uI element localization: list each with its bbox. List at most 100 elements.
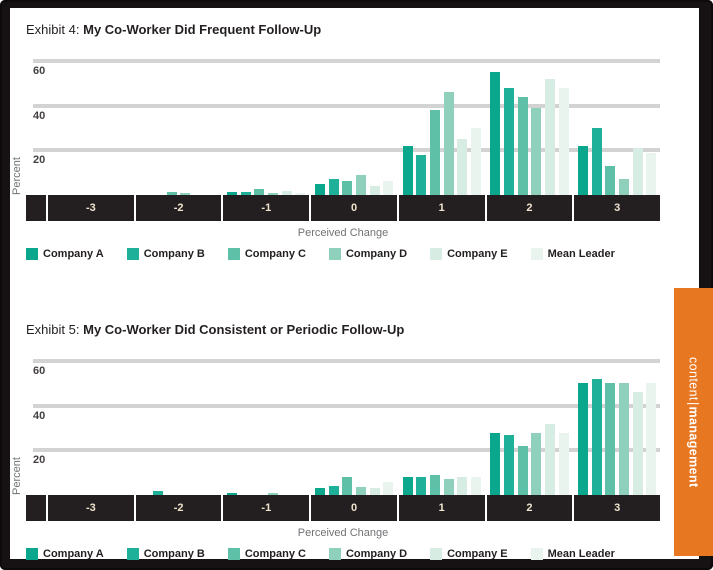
axis-stub	[26, 195, 46, 221]
x-tick--3: -3	[48, 195, 134, 221]
bar	[240, 191, 251, 195]
legend-item: Company B	[126, 248, 205, 260]
bar	[328, 179, 339, 195]
bar	[355, 174, 366, 195]
bar	[402, 477, 413, 495]
legend-label: Company E	[447, 548, 508, 560]
legend-label: Company E	[447, 248, 508, 260]
bar	[558, 432, 569, 495]
bar	[268, 492, 279, 495]
legend-label: Mean Leader	[547, 248, 615, 260]
bar-group-1	[399, 50, 485, 195]
bar	[490, 432, 501, 495]
legend-swatch	[328, 548, 341, 560]
bar-group--1	[223, 50, 309, 195]
bar	[402, 145, 413, 195]
bar	[605, 383, 616, 495]
legend-item: Mean Leader	[530, 248, 615, 260]
bar-group-3	[574, 350, 660, 495]
legend-swatch	[430, 548, 443, 560]
y-tick-40: 40	[33, 409, 46, 422]
bar-group--1	[223, 350, 309, 495]
legend-swatch	[227, 548, 240, 560]
bar	[369, 186, 380, 195]
bar	[281, 190, 292, 195]
bar	[227, 191, 238, 195]
bars	[26, 50, 660, 195]
exhibit-label: Exhibit 4:	[26, 22, 80, 37]
x-tick-1: 1	[398, 195, 485, 221]
exhibit-title-text: My Co-Worker Did Frequent Follow-Up	[83, 22, 322, 37]
x-tick-0: 0	[311, 195, 397, 221]
bar-group-1	[399, 350, 485, 495]
bar	[416, 477, 427, 495]
bar	[383, 180, 394, 195]
bar	[227, 492, 238, 495]
bar	[295, 192, 306, 195]
legend-swatch	[530, 548, 543, 560]
legend-label: Company A	[43, 548, 104, 560]
gridline-20	[33, 448, 660, 453]
bar	[577, 145, 588, 195]
legend-item: Company D	[328, 248, 407, 260]
x-tick--2: -2	[135, 495, 222, 521]
exhibit-5-title: Exhibit 5: My Co-Worker Did Consistent o…	[26, 322, 660, 337]
y-tick-60: 60	[33, 365, 46, 378]
bar	[342, 180, 353, 195]
bar	[577, 383, 588, 495]
bar	[544, 79, 555, 195]
bar	[457, 477, 468, 495]
x-tick-0: 0	[311, 495, 397, 521]
gridline-60	[33, 59, 660, 64]
exhibit-4-chart: Exhibit 4: My Co-Worker Did Frequent Fol…	[11, 22, 661, 260]
bar-group--3	[48, 50, 134, 195]
bar	[342, 477, 353, 495]
bar	[646, 383, 657, 495]
bar	[416, 154, 427, 195]
bar	[429, 110, 440, 195]
legend-label: Mean Leader	[547, 548, 615, 560]
axis-stub	[26, 495, 46, 521]
legend-item: Company C	[227, 248, 306, 260]
legend-label: Company B	[143, 248, 205, 260]
bar	[355, 487, 366, 495]
legend-swatch	[126, 548, 139, 560]
side-tab-text: content|management	[686, 356, 701, 488]
legend-label: Company C	[244, 248, 306, 260]
x-tick-1: 1	[398, 495, 485, 521]
report-page: Exhibit 4: My Co-Worker Did Frequent Fol…	[10, 8, 699, 560]
legend-swatch	[530, 248, 543, 260]
x-tick--1: -1	[223, 195, 310, 221]
plot-area: 20 40 60 Percent	[11, 350, 660, 495]
legend-label: Company C	[244, 548, 306, 560]
x-tick-2: 2	[486, 195, 573, 221]
bar	[503, 434, 514, 495]
bar	[328, 486, 339, 495]
bar-group--3	[48, 350, 134, 495]
bar	[369, 488, 380, 495]
legend-swatch	[430, 248, 443, 260]
y-axis-label: Percent	[11, 457, 23, 495]
bar	[503, 87, 514, 195]
legend-item: Company A	[26, 248, 104, 260]
legend-label: Company D	[345, 548, 408, 560]
bar-group--2	[136, 350, 222, 495]
bar	[517, 96, 528, 195]
legend-swatch	[126, 248, 139, 260]
x-axis: -3 -2 -1 0 1 2 3	[26, 195, 661, 221]
bar	[544, 423, 555, 495]
x-tick--3: -3	[48, 495, 134, 521]
bar	[254, 189, 265, 195]
bar	[558, 87, 569, 195]
bar	[443, 479, 454, 495]
side-tab-content-management: content|management	[674, 288, 713, 556]
bar	[314, 183, 325, 195]
bar	[490, 72, 501, 195]
bar-group-2	[487, 350, 573, 495]
y-axis-label: Percent	[11, 157, 23, 195]
legend-item: Company D	[328, 548, 408, 560]
legend-item: Mean Leader	[530, 548, 615, 560]
y-tick-60: 60	[33, 65, 46, 78]
bar	[314, 488, 325, 495]
